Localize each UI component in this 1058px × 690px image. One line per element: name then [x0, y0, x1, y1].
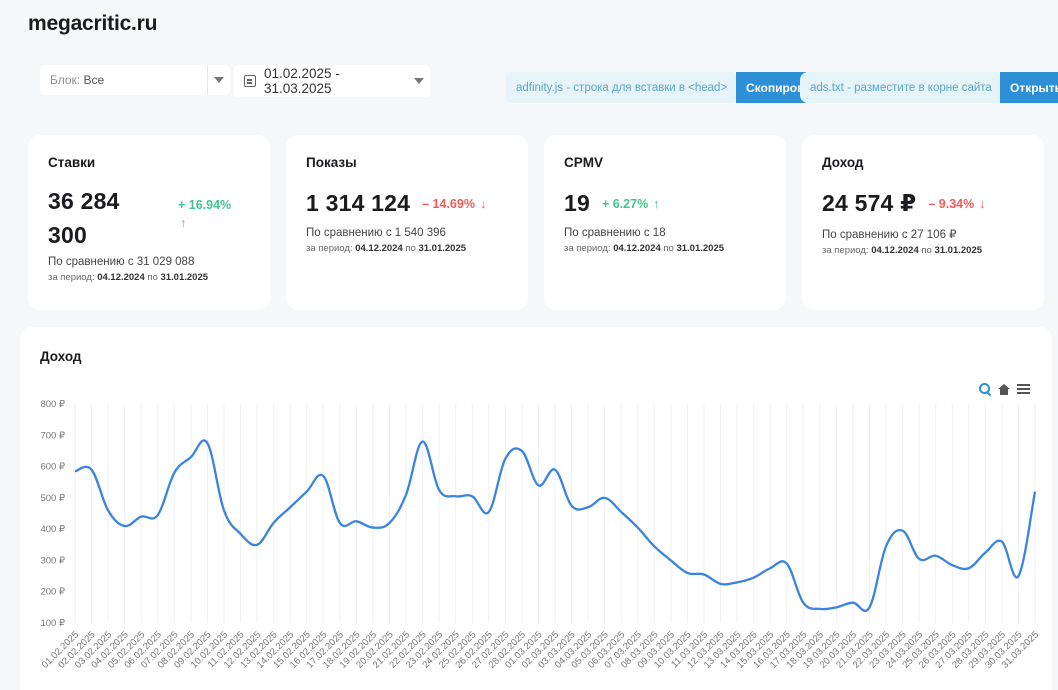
- zoom-in-icon[interactable]: [979, 383, 991, 395]
- block-select-label: Блок: Все: [40, 73, 207, 87]
- card-value: 24 574 ₽: [822, 190, 917, 216]
- arrow-down-icon: ↓: [479, 196, 487, 211]
- card-delta: + 16.94% ↑: [178, 196, 231, 232]
- period-label: за период:: [48, 272, 95, 283]
- delta-text: – 14.69%: [422, 196, 475, 211]
- card-value: 19: [564, 190, 590, 216]
- card-value-line: 36 284: [48, 188, 120, 214]
- period-to-label: по: [663, 243, 674, 254]
- adfinity-snippet[interactable]: adfinity.js - строка для вставки в <head…: [506, 72, 736, 103]
- stat-card-revenue: Доход 24 574 ₽ – 9.34% ↓ По сравнению с 2…: [802, 135, 1044, 310]
- y-tick-label: 500 ₽: [40, 493, 65, 504]
- card-title: Доход: [822, 155, 864, 170]
- block-label: Блок:: [50, 73, 81, 87]
- card-title: CPMV: [564, 155, 604, 170]
- delta-text: + 16.94%: [178, 198, 232, 212]
- y-tick-label: 700 ₽: [40, 430, 65, 441]
- card-value: 36 284 300: [48, 184, 168, 252]
- delta-text: + 6.27%: [601, 196, 649, 211]
- card-period: за период: 04.12.2024 по 31.01.2025: [822, 245, 1024, 256]
- card-value-line: 300: [48, 222, 87, 248]
- period-to: 31.01.2025: [418, 243, 467, 254]
- y-tick-label: 800 ₽: [40, 399, 65, 410]
- card-delta: – 9.34% ↓: [928, 197, 985, 211]
- card-period: за период: 04.12.2024 по 31.01.2025: [48, 272, 250, 283]
- select-divider: [207, 65, 208, 95]
- home-icon[interactable]: [998, 383, 1010, 395]
- revenue-chart-card: Доход 100 ₽ 200 ₽ 300 ₽ 400 ₽ 500 ₽ 600 ₽ 700 …: [20, 327, 1052, 690]
- ads-txt-snippet[interactable]: ads.txt - разместите в корне сайта: [800, 72, 1000, 103]
- period-from: 04.12.2024: [355, 243, 403, 254]
- period-to-label: по: [921, 245, 932, 256]
- period-from: 04.12.2024: [97, 272, 145, 283]
- card-compare: По сравнению с 1 540 396: [306, 227, 446, 239]
- y-tick-label: 200 ₽: [40, 587, 65, 598]
- card-period: за период: 04.12.2024 по 31.01.2025: [306, 243, 508, 254]
- chevron-down-icon[interactable]: [414, 78, 424, 84]
- calendar-icon: [244, 75, 256, 87]
- card-title: Показы: [306, 155, 357, 170]
- card-delta: – 14.69% ↓: [422, 197, 486, 211]
- period-label: за период:: [564, 243, 611, 254]
- card-compare: По сравнению с 18: [564, 227, 666, 239]
- y-tick-label: 600 ₽: [40, 462, 65, 473]
- card-value: 1 314 124: [306, 190, 411, 216]
- period-to: 31.01.2025: [676, 243, 725, 254]
- delta-text: – 9.34%: [928, 196, 975, 211]
- period-label: за период:: [306, 243, 353, 254]
- stat-card-impressions: Показы 1 314 124 – 14.69% ↓ По сравнению …: [286, 135, 528, 310]
- arrow-up-icon: ↑: [180, 216, 187, 230]
- revenue-line-chart: 100 ₽ 200 ₽ 300 ₽ 400 ₽ 500 ₽ 600 ₽ 700 ₽ 800 ₽…: [40, 399, 1041, 671]
- y-tick-label: 300 ₽: [40, 555, 65, 566]
- period-from: 04.12.2024: [613, 243, 661, 254]
- card-period: за период: 04.12.2024 по 31.01.2025: [564, 243, 766, 254]
- date-range-picker[interactable]: 01.02.2025 - 31.03.2025: [234, 65, 430, 97]
- series-line-revenue: [74, 439, 1037, 613]
- period-to-label: по: [147, 272, 158, 283]
- period-to-label: по: [405, 243, 416, 254]
- block-value: Все: [83, 73, 105, 87]
- card-title: Ставки: [48, 155, 96, 170]
- arrow-up-icon: ↑: [653, 196, 660, 211]
- arrow-down-icon: ↓: [979, 196, 986, 211]
- stat-card-bids: Ставки 36 284 300 + 16.94% ↑ По сравнению …: [28, 135, 270, 310]
- card-delta: + 6.27% ↑: [602, 197, 659, 211]
- chart-toolbar: [979, 383, 1030, 395]
- copy-button[interactable]: Скопировать: [736, 72, 806, 103]
- stat-card-cpmv: CPMV 19 + 6.27% ↑ По сравнению с 18 за пе…: [544, 135, 786, 310]
- chart-title: Доход: [40, 349, 82, 364]
- period-to: 31.01.2025: [160, 272, 209, 283]
- y-tick-label: 400 ₽: [40, 524, 65, 535]
- date-range-value: 01.02.2025 - 31.03.2025: [264, 66, 340, 96]
- period-from: 04.12.2024: [871, 245, 919, 256]
- open-button[interactable]: Открыть: [1000, 72, 1058, 103]
- menu-icon[interactable]: [1017, 384, 1030, 394]
- chevron-down-icon[interactable]: [214, 77, 224, 83]
- period-to: 31.01.2025: [934, 245, 983, 256]
- card-compare: По сравнению с 27 106 ₽: [822, 229, 957, 241]
- card-compare: По сравнению с 31 029 088: [48, 256, 195, 268]
- y-tick-label: 100 ₽: [40, 618, 65, 629]
- block-select[interactable]: Блок: Все: [40, 65, 230, 95]
- period-label: за период:: [822, 245, 869, 256]
- site-title: megacritic.ru: [28, 12, 158, 35]
